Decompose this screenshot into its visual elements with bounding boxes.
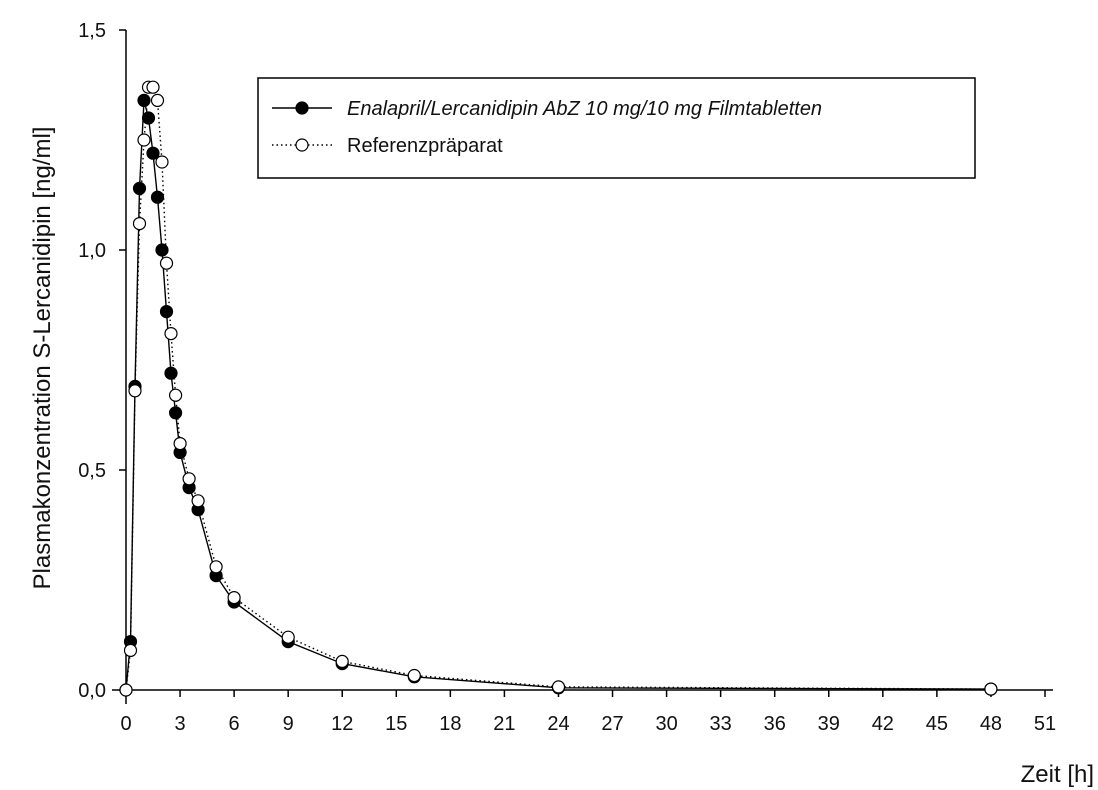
y-tick-label: 0,0 xyxy=(78,680,106,702)
series-1-point xyxy=(159,305,174,319)
x-tick-label: 33 xyxy=(710,713,732,735)
series-2-point xyxy=(164,327,178,341)
x-tick-label: 27 xyxy=(601,713,623,735)
series-2-point xyxy=(209,560,223,574)
series-2-point xyxy=(227,590,241,605)
series-line-2 xyxy=(125,86,991,691)
x-tick-label: 15 xyxy=(385,713,407,735)
x-axis-label: Zeit [h] xyxy=(1021,761,1094,788)
series-2-point xyxy=(551,680,566,694)
series-2-point xyxy=(984,682,998,696)
series-2-point xyxy=(407,668,421,683)
legend-label-series-1: Enalapril/Lercanidipin AbZ 10 mg/10 mg F… xyxy=(347,98,822,120)
x-tick-label: 9 xyxy=(283,713,294,735)
x-tick-label: 45 xyxy=(926,713,948,735)
series-1-point xyxy=(137,93,151,108)
series-2-point xyxy=(132,217,147,231)
legend-marker-series-2 xyxy=(295,138,309,152)
series-2-point xyxy=(173,437,187,451)
series-1-point xyxy=(141,111,156,125)
series-2-point xyxy=(146,80,160,94)
x-tick-label: 21 xyxy=(493,713,515,735)
series-2-point xyxy=(155,155,169,169)
legend-box xyxy=(257,77,976,179)
series-2-point xyxy=(191,494,205,508)
y-tick-label: 0,5 xyxy=(78,460,106,482)
series-2-point xyxy=(169,388,183,402)
series-1-point xyxy=(169,406,183,420)
series-2-point xyxy=(128,384,142,398)
series-1-point xyxy=(164,366,178,380)
series-2-point xyxy=(335,654,349,669)
legend-marker-series-1 xyxy=(295,101,309,115)
x-tick-label: 18 xyxy=(439,713,461,735)
legend-label-series-2: Referenzpräparat xyxy=(347,135,503,157)
series-1-point xyxy=(155,243,169,257)
x-tick-label: 42 xyxy=(872,713,894,735)
x-tick-label: 3 xyxy=(174,713,185,735)
series-2-point xyxy=(123,643,138,658)
x-tick-label: 6 xyxy=(229,713,240,735)
series-2-point xyxy=(119,683,133,697)
y-tick-label: 1,5 xyxy=(78,20,106,42)
x-tick-label: 51 xyxy=(1034,713,1056,735)
series-2-point xyxy=(281,630,295,644)
x-tick-label: 24 xyxy=(547,713,569,735)
x-tick-label: 30 xyxy=(655,713,677,735)
series-2-point xyxy=(159,256,174,270)
series-markers xyxy=(119,80,998,697)
series-2-point xyxy=(137,133,151,147)
x-tick-label: 39 xyxy=(818,713,840,735)
x-tick-label: 0 xyxy=(120,713,131,735)
y-axis-label: Plasmakonzentration S-Lercanidipin [ng/m… xyxy=(29,127,56,590)
series-2-point xyxy=(150,93,165,108)
series-1-point xyxy=(150,190,165,204)
series-2-point xyxy=(182,472,196,486)
x-tick-label: 12 xyxy=(331,713,353,735)
series-line-1 xyxy=(125,100,991,691)
series-1-point xyxy=(132,181,147,195)
x-tick-label: 48 xyxy=(980,713,1002,735)
axes: 0 3 6 9 12 15 18 21 24 27 30 33 36 39 42 45 48 510,00,51,… xyxy=(78,20,1056,735)
y-tick-label: 1,0 xyxy=(78,240,106,262)
series-1-point xyxy=(146,146,160,160)
x-tick-label: 36 xyxy=(764,713,786,735)
legend: Enalapril/Lercanidipin AbZ 10 mg/10 mg F… xyxy=(257,77,976,179)
